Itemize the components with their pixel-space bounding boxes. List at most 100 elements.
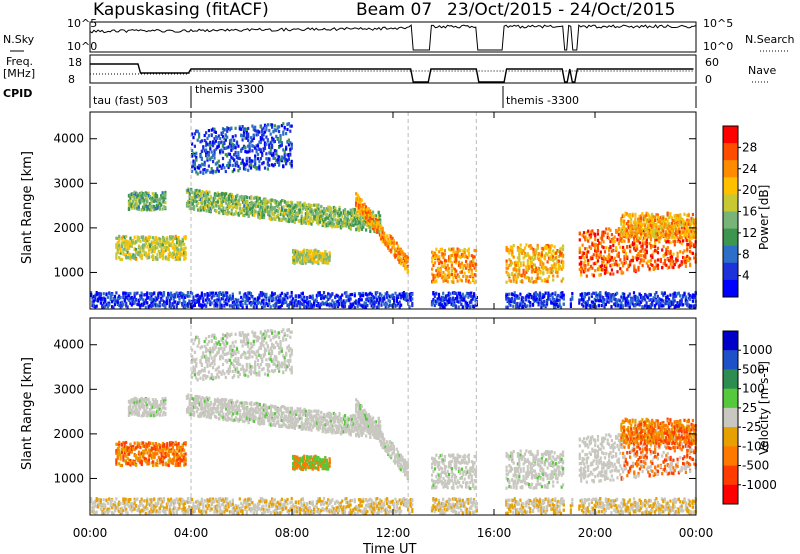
power-cell [357, 298, 361, 302]
power-cell [313, 214, 316, 218]
power-cell [334, 295, 337, 299]
power-cell [654, 242, 657, 246]
power-cell [252, 128, 255, 132]
power-cell [310, 217, 313, 221]
power-cell [338, 303, 341, 307]
power-cell [214, 304, 217, 308]
power-cell [212, 199, 215, 203]
power-cell [304, 203, 307, 207]
power-cell [599, 250, 602, 254]
power-cell [325, 223, 328, 227]
power-cell [623, 239, 626, 243]
power-cell [649, 236, 652, 240]
power-cell [594, 246, 597, 250]
strip-lines [89, 24, 697, 83]
power-cell [351, 212, 354, 216]
power-cell [655, 222, 658, 226]
power-cell [655, 264, 658, 268]
power-cell [203, 168, 206, 172]
power-cell [328, 293, 331, 297]
power-cell [511, 246, 514, 250]
power-cell [642, 254, 646, 258]
power-cell [686, 245, 689, 250]
power-cell [218, 211, 221, 215]
power-cell [151, 300, 154, 304]
power-cell [328, 251, 331, 255]
power-cell [274, 206, 277, 210]
power-cell [377, 210, 380, 214]
power-cell [148, 292, 152, 296]
power-cell [241, 200, 245, 204]
power-cell [306, 211, 309, 215]
power-cell [309, 220, 312, 225]
power-cell [438, 267, 441, 271]
power-cell [691, 212, 694, 217]
power-cell [271, 208, 274, 212]
power-cell [693, 218, 696, 222]
power-cell [446, 276, 449, 280]
power-cell [594, 242, 597, 246]
power-cell [118, 247, 121, 251]
power-cell [452, 250, 455, 254]
power-cell [208, 190, 211, 194]
power-cell [192, 159, 195, 163]
power-cell [562, 261, 565, 265]
power-cell [97, 299, 100, 303]
power-cell [217, 295, 220, 299]
power-cell [616, 237, 619, 241]
power-cell [543, 254, 546, 258]
power-cell [282, 130, 285, 134]
power-cell [119, 303, 122, 307]
power-cell [130, 239, 133, 243]
power-cell [143, 238, 146, 242]
power-cell [276, 201, 280, 205]
power-cell [320, 258, 323, 262]
power-cell [170, 244, 173, 248]
power-cell [649, 223, 652, 227]
power-cell [160, 298, 163, 302]
power-cell [673, 215, 676, 219]
power-cell [171, 246, 174, 250]
power-cell [247, 135, 250, 139]
power-cell [399, 258, 402, 262]
power-cell [272, 304, 275, 308]
power-cell [160, 196, 163, 200]
power-cell [432, 279, 435, 283]
power-cell [390, 248, 393, 252]
power-cell [523, 251, 527, 255]
power-cell [143, 250, 146, 254]
power-cell [465, 254, 468, 258]
power-cell [367, 225, 370, 229]
power-cell [610, 256, 613, 260]
power-cell [656, 232, 659, 236]
power-cell [146, 191, 149, 196]
power-cell [631, 227, 634, 231]
power-cell [294, 304, 297, 308]
power-cell [232, 195, 235, 199]
power-cell [276, 205, 280, 209]
power-cell [362, 211, 365, 215]
power-cell [387, 245, 390, 249]
power-cell [328, 253, 331, 257]
power-cell [404, 267, 407, 271]
power-cell [679, 263, 682, 267]
power-cell [452, 266, 455, 270]
power-cell [624, 261, 627, 265]
power-cell [603, 264, 607, 268]
power-cell [242, 164, 246, 168]
power-cell [648, 259, 651, 263]
power-cell [158, 300, 161, 305]
power-cell [651, 225, 654, 229]
power-cell [353, 294, 356, 298]
power-cell [581, 250, 584, 255]
power-cell [443, 273, 446, 277]
power-cell [118, 239, 121, 243]
power-cell [377, 230, 380, 234]
power-cell [690, 241, 693, 245]
power-cell [155, 194, 159, 198]
power-cell [206, 150, 209, 154]
power-cell [682, 230, 685, 234]
nsearch-label: N.Search [745, 33, 795, 46]
power-cell [313, 300, 316, 304]
power-cell [652, 235, 655, 239]
